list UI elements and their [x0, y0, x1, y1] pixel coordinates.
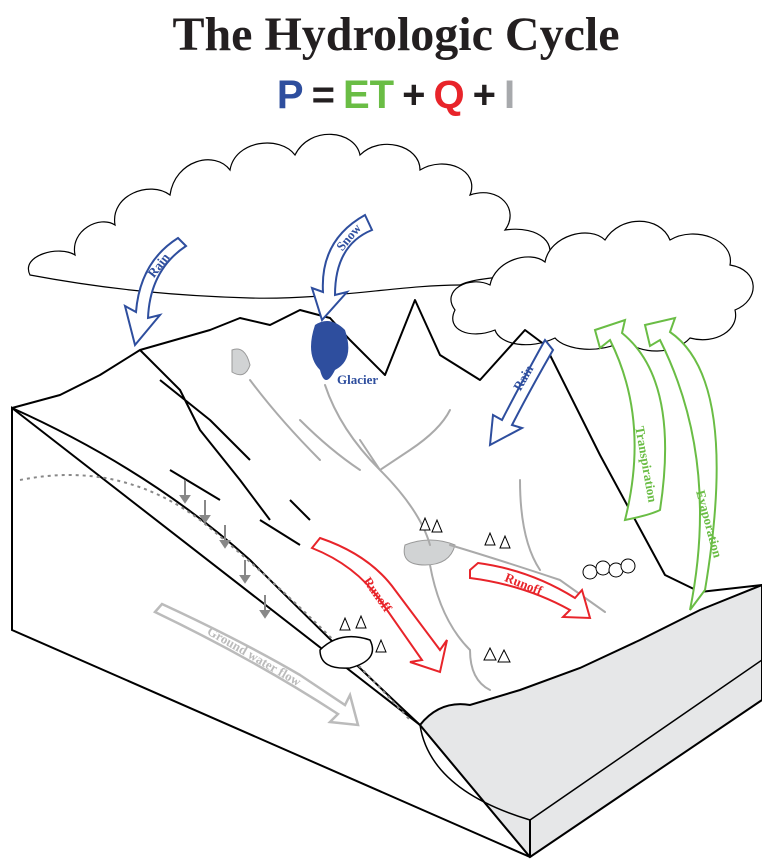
equation-term: P [277, 73, 304, 117]
equation-term: + [402, 73, 425, 117]
label-glacier: Glacier [337, 372, 378, 387]
equation-term: ET [343, 73, 394, 117]
equation-term: I [504, 73, 515, 117]
equation: P=ET+Q+I [277, 73, 515, 117]
title: The Hydrologic Cycle [172, 8, 619, 61]
equation-term: = [312, 73, 335, 117]
equation-term: Q [433, 73, 464, 117]
hydrologic-cycle-diagram: The Hydrologic Cycle P=ET+Q+I [0, 0, 762, 867]
equation-term: + [473, 73, 496, 117]
